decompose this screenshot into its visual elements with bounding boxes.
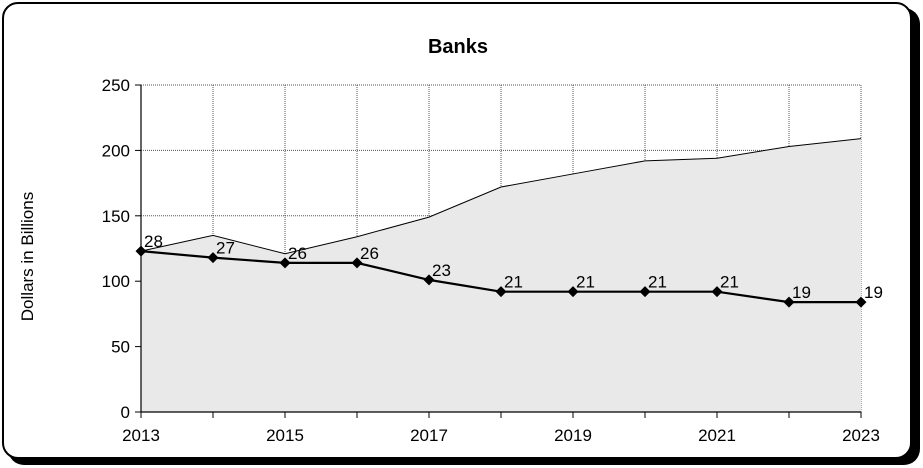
x-tick-label: 2023: [842, 426, 880, 445]
line-series: [135, 245, 867, 308]
x-tick-label: 2019: [554, 426, 592, 445]
x-tick-label: 2015: [266, 426, 304, 445]
area-fill: [141, 138, 861, 413]
diamond-marker: [855, 296, 867, 308]
data-label: 26: [288, 244, 307, 263]
y-tick-label: 0: [121, 403, 130, 422]
data-labels: 28 27 26 26 23 21 21 21 21 19 19: [144, 232, 883, 302]
y-tick-label: 150: [102, 207, 130, 226]
data-label: 26: [360, 244, 379, 263]
diamond-marker: [135, 245, 147, 257]
data-label: 21: [720, 273, 739, 292]
chart-title: Banks: [428, 36, 488, 58]
y-tick-label: 100: [102, 272, 130, 291]
y-tick-label: 200: [102, 141, 130, 160]
diamond-marker: [279, 257, 291, 269]
diamond-marker: [711, 286, 723, 298]
diamond-marker: [567, 286, 579, 298]
diamond-marker: [423, 274, 435, 286]
area-series: [140, 138, 862, 413]
data-label: 21: [648, 273, 667, 292]
diamond-marker: [495, 286, 507, 298]
area-top-line: [140, 138, 862, 255]
data-label: 19: [864, 283, 883, 302]
y-axis-label: Dollars in Billions: [18, 192, 37, 321]
x-tick-label: 2021: [698, 426, 736, 445]
data-label: 21: [504, 273, 523, 292]
diamond-marker: [207, 252, 219, 264]
data-label: 28: [144, 232, 163, 251]
y-tick-label: 50: [111, 338, 130, 357]
data-label: 23: [432, 261, 451, 280]
banks-chart: Banks Dollars in Billions 28 27 26 26 23 21 21…: [18, 36, 883, 445]
diamond-marker: [783, 296, 795, 308]
x-tick-label: 2013: [122, 426, 160, 445]
x-tick-label: 2017: [410, 426, 448, 445]
data-label: 27: [216, 239, 235, 258]
data-label: 19: [792, 283, 811, 302]
y-tick-label: 250: [102, 76, 130, 95]
diamond-marker: [639, 286, 651, 298]
data-label: 21: [576, 273, 595, 292]
chart-frame: Banks Dollars in Billions 28 27 26 26 23 21 21…: [2, 2, 912, 459]
diamond-marker: [351, 257, 363, 269]
tick-labels: 0 50 100 150 200 250 2013 2015 2017 2019 2021 2023: [102, 76, 880, 445]
